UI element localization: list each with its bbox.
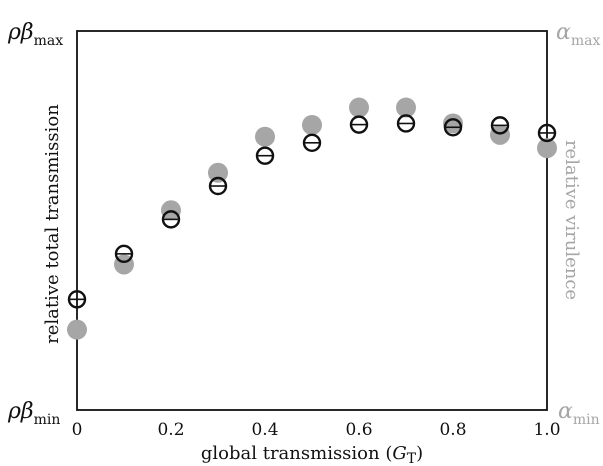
plot-frame [76,30,548,411]
x-tick-label: 0.4 [251,420,278,440]
virulence-point [255,126,275,147]
left-top-label: ρβmax [7,20,63,49]
right-top-label: αmax [556,20,600,49]
virulence-point [208,162,228,183]
transmission-point [255,146,275,165]
transmission-point [396,114,416,133]
x-tick-label: 0.6 [345,420,372,440]
virulence-point [443,113,463,134]
transmission-point [208,176,228,196]
x-tick-label: 0.8 [439,420,466,440]
transmission-point [302,133,322,153]
transmission-point [114,244,134,264]
x-tick-label: 0.2 [157,420,184,440]
y-axis-label-right: relative virulence [561,140,582,300]
virulence-point [349,97,369,118]
transmission-point [443,118,463,137]
transmission-point [67,290,87,309]
x-tick-label: 0 [72,420,83,440]
transmission-point [537,123,557,143]
x-axis-ticks: 0 0.2 0.4 0.6 0.8 1.0 [72,420,561,440]
transmission-point [490,116,510,135]
transmission-point [349,115,369,134]
data-points [67,97,557,340]
virulence-point [302,114,322,135]
virulence-point [490,124,510,145]
virulence-point [396,97,416,118]
virulence-point [67,319,87,340]
x-tick-label: 1.0 [533,420,560,440]
y-axis-label-left: relative total transmission [42,104,63,344]
x-axis-label: global transmission (GT) [201,443,423,466]
transmission-point [161,210,181,229]
right-bottom-label: αmin [558,399,600,428]
left-bottom-label: ρβmin [7,399,60,428]
virulence-point [537,138,557,159]
